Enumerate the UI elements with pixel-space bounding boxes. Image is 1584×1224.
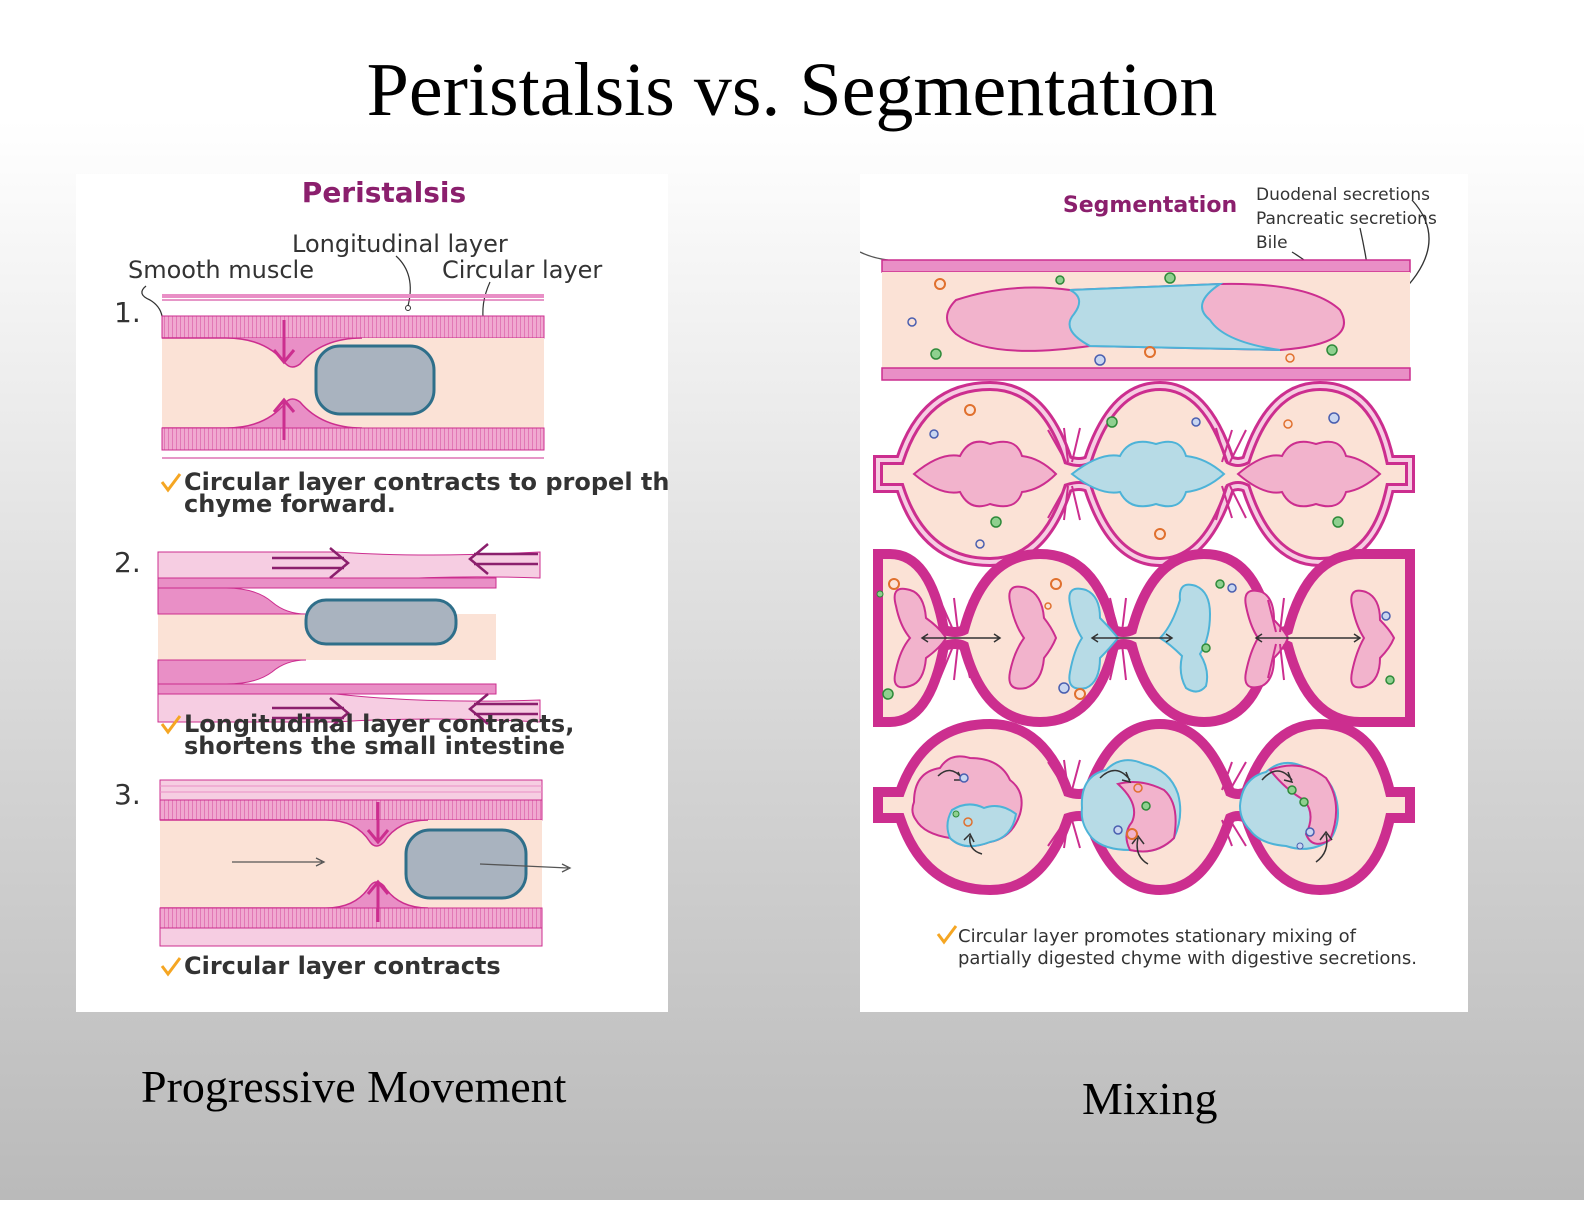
step-1-up-arrow [272,397,296,440]
longitudinal-pointer [395,255,411,307]
step-2-chyme-bolus [304,598,458,646]
step-3-caption-line-1: Circular layer contracts [184,952,501,980]
step-3-motion-arrow-right [479,863,572,873]
step-3-motion-arrow-left [232,857,326,867]
step-2-right-arrow-bottom [272,697,350,729]
segmentation-row-1 [859,251,1411,381]
step-2-caption-line-2: shortens the small intestine [184,732,565,760]
segmentation-caption-line-1: Circular layer promotes stationary mixin… [958,926,1357,947]
slide-title: Peristalsis vs. Segmentation [366,48,1218,132]
peristalsis-heading: Peristalsis [302,176,466,209]
segmentation-row-4 [873,718,1415,896]
caption-mixing: Mixing [1082,1073,1218,1124]
segmentation-check-icon [936,925,958,945]
step-3-up-arrow [366,879,390,922]
step-2-left-arrow-top [468,543,538,575]
step-1-number: 1. [114,296,141,329]
segmentation-row-2 [873,380,1415,568]
segmentation-diagram: Segmentation Duodenal secretions Pancrea… [859,185,1437,969]
longitudinal-pointer-dot [405,305,411,311]
step-2-check-icon [160,715,182,735]
duodenal-secretions-label: Duodenal secretions [1256,185,1430,205]
step-1-tube [161,294,545,459]
step-3-check-icon [160,957,182,977]
peristalsis-diagram: Peristalsis Longitudinal layer Smooth mu… [114,176,686,980]
circular-layer-label: Circular layer [442,256,602,284]
caption-progressive-movement: Progressive Movement [141,1061,567,1112]
step-1-caption-line-2: chyme forward. [184,490,396,518]
longitudinal-layer-label: Longitudinal layer [292,230,508,258]
smooth-muscle-label: Smooth muscle [128,256,314,284]
segmentation-panel: Segmentation Duodenal secretions Pancrea… [859,174,1468,1012]
step-1-check-icon [160,473,182,493]
step-2-number: 2. [114,546,141,579]
step-1-caption-line-1: Circular layer contracts to propel the [184,468,668,496]
step-2-left-arrow-bottom [468,693,538,725]
step-2-right-arrow-top [272,547,350,579]
bile-label: Bile [1256,233,1288,253]
step-3-chyme-bolus [404,828,528,900]
pancreatic-secretions-label: Pancreatic secretions [1256,209,1437,229]
segmentation-heading: Segmentation [1063,193,1237,218]
segmentation-row-3 [873,548,1415,728]
step-1-down-arrow [272,320,296,365]
peristalsis-panel: Peristalsis Longitudinal layer Smooth mu… [76,174,686,1012]
segmentation-caption-line-2: partially digested chyme with digestive … [958,948,1417,969]
step-2-caption-line-1: Longitudinal layer contracts, [184,710,574,738]
step-3-number: 3. [114,778,141,811]
step-1-chyme-bolus [314,344,436,416]
step-3-down-arrow [366,802,390,845]
